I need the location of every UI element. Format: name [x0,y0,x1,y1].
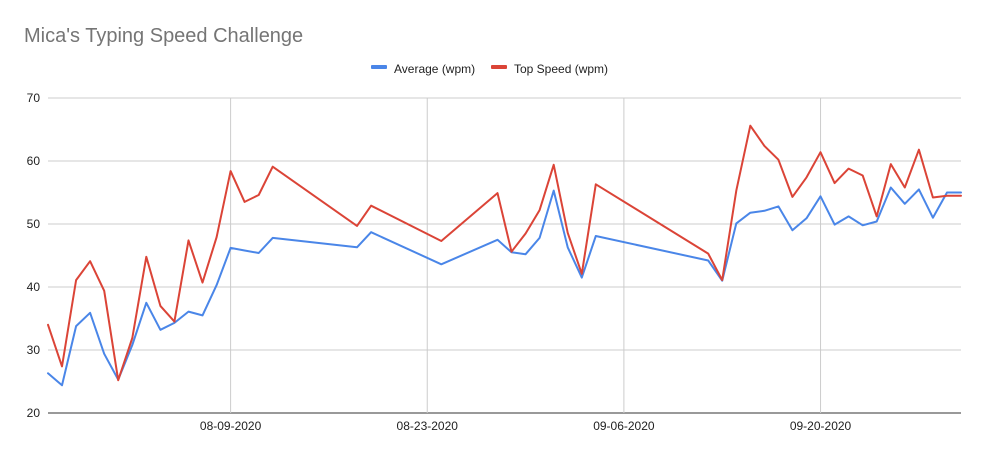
legend-swatch-average [371,65,387,69]
legend: Average (wpm) Top Speed (wpm) [371,62,608,76]
chart-title: Mica's Typing Speed Challenge [24,25,303,47]
x-tick-label: 08-09-2020 [200,419,262,433]
x-gridlines [230,98,822,413]
series-lines [47,124,962,387]
series-line-average[interactable] [47,186,962,387]
legend-item-top-speed[interactable]: Top Speed (wpm) [491,62,608,76]
x-tick-label: 08-23-2020 [397,419,459,433]
x-tick-label: 09-06-2020 [593,419,655,433]
legend-item-average[interactable]: Average (wpm) [371,62,475,76]
x-tick-labels: 08-09-2020 08-23-2020 09-06-2020 09-20-2020 [200,419,852,433]
y-tick-label: 30 [27,343,41,357]
y-tick-label: 50 [27,217,41,231]
y-gridlines [48,97,961,414]
series-line-top-speed[interactable] [47,124,962,382]
y-tick-labels: 20 30 40 50 60 70 [27,91,41,420]
legend-label-top-speed: Top Speed (wpm) [514,62,608,76]
legend-swatch-top-speed [491,65,507,69]
y-tick-label: 60 [27,154,41,168]
y-tick-label: 40 [27,280,41,294]
x-tick-label: 09-20-2020 [790,419,852,433]
legend-label-average: Average (wpm) [394,62,475,76]
y-tick-label: 70 [27,91,41,105]
y-tick-label: 20 [27,406,41,420]
